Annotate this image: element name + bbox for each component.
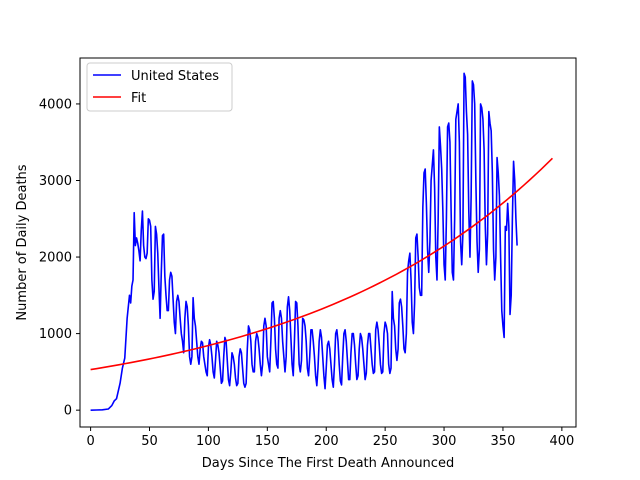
x-tick-label: 0 [86, 434, 94, 449]
x-tick-label: 300 [432, 434, 457, 449]
y-tick-label: 1000 [39, 327, 72, 342]
plot-frame [79, 57, 577, 428]
x-tick-label: 50 [141, 434, 158, 449]
legend-box [86, 62, 233, 112]
plot-area [90, 72, 554, 411]
x-tick-label: 100 [196, 434, 221, 449]
x-axis-label: Days Since The First Death Announced [202, 456, 454, 471]
y-axis-label: Number of Daily Deaths [15, 164, 30, 320]
x-tick-label: 250 [373, 434, 398, 449]
series-line-fit [90, 157, 554, 371]
y-tick-label: 0 [64, 404, 72, 419]
y-tick-label: 3000 [39, 174, 72, 189]
x-tick-label: 200 [314, 434, 339, 449]
y-tick-label: 4000 [39, 97, 72, 112]
series-line-united-states [90, 72, 518, 411]
y-tick-label: 2000 [39, 251, 72, 266]
legend-label-fit: Fit [131, 91, 146, 106]
x-axis: 0 50 100 150 200 250 300 350 400 [86, 427, 574, 449]
x-tick-label: 400 [549, 434, 574, 449]
x-tick-label: 350 [491, 434, 516, 449]
x-tick-label: 150 [255, 434, 280, 449]
legend: United States Fit [86, 62, 233, 112]
legend-label-united-states: United States [131, 69, 219, 84]
y-axis: 0 1000 2000 3000 4000 [39, 97, 80, 419]
